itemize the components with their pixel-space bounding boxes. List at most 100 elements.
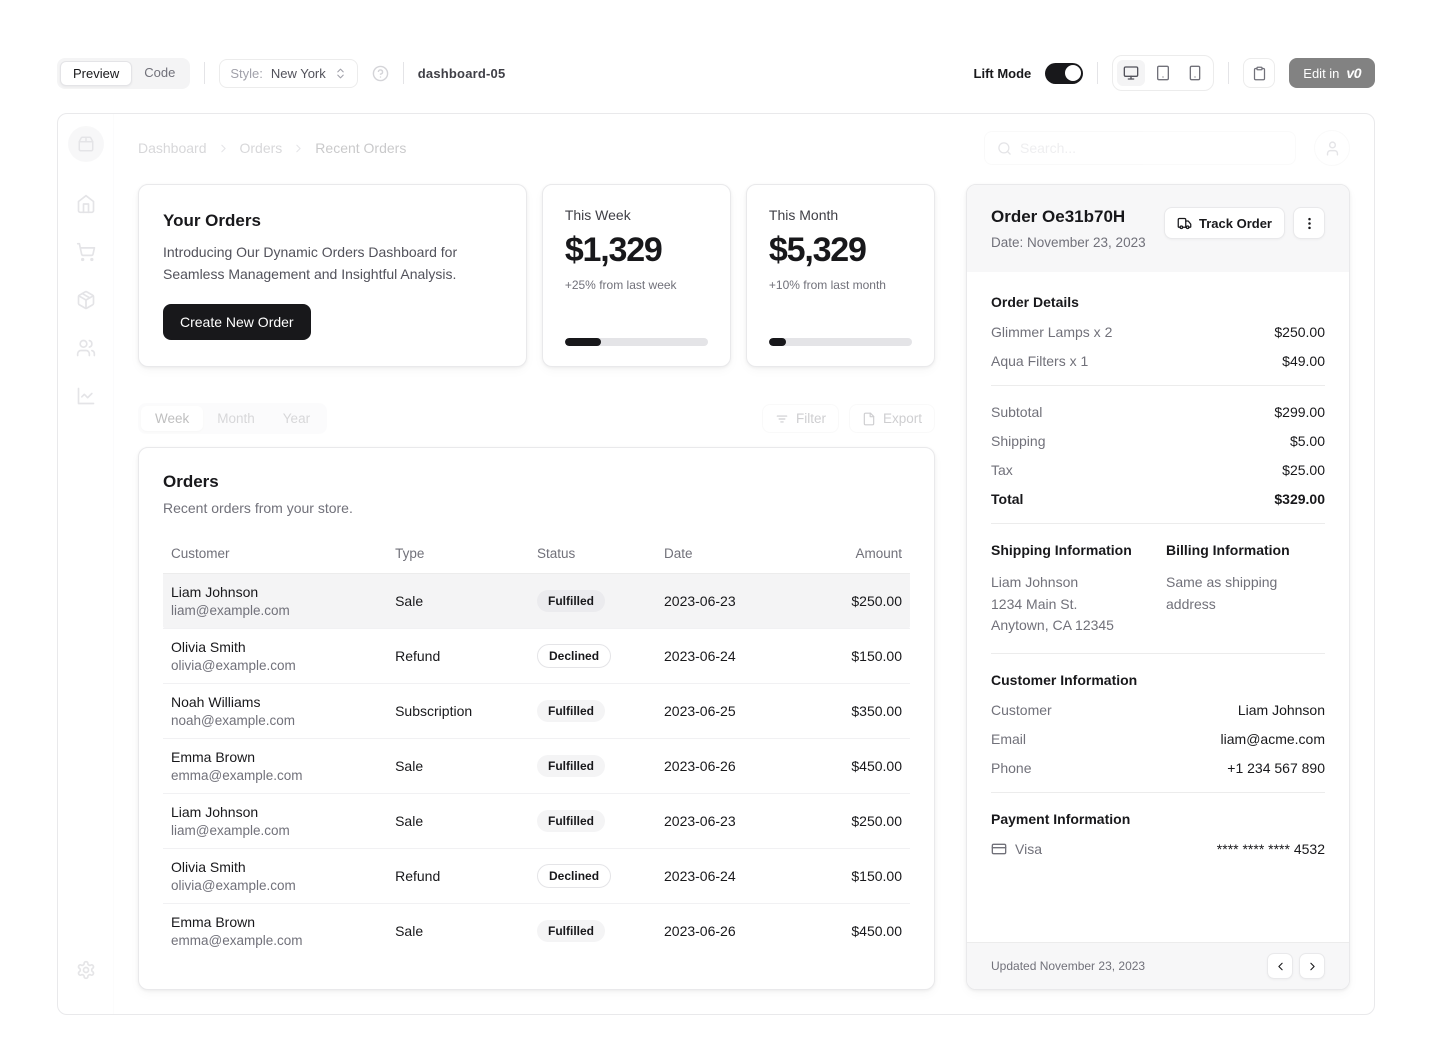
order-amount: $450.00 bbox=[797, 738, 910, 794]
preview-frame: Dashboard Orders Recent Orders bbox=[57, 113, 1375, 1015]
more-options-button[interactable] bbox=[1293, 207, 1325, 239]
order-panel-body: Order Details Glimmer Lamps x 2 $250.00 … bbox=[967, 272, 1349, 942]
email-row: Email liam@acme.com bbox=[991, 731, 1325, 747]
main-area: Dashboard Orders Recent Orders bbox=[114, 114, 1374, 1014]
shipping-info-heading: Shipping Information bbox=[991, 542, 1132, 558]
order-details-heading: Order Details bbox=[991, 294, 1079, 310]
order-line-item: Glimmer Lamps x 2 $250.00 bbox=[991, 324, 1325, 340]
table-row[interactable]: Emma Brown emma@example.com Sale Fulfill… bbox=[163, 903, 910, 958]
order-type: Sale bbox=[387, 573, 530, 629]
tab-preview[interactable]: Preview bbox=[60, 60, 133, 86]
order-date-label: Date: November 23, 2023 bbox=[991, 235, 1146, 250]
order-date: 2023-06-25 bbox=[656, 683, 798, 739]
phone-icon[interactable] bbox=[1181, 60, 1209, 86]
lift-mode-toggle[interactable] bbox=[1045, 62, 1084, 84]
subtotal-value: $299.00 bbox=[1274, 404, 1325, 420]
customer-email: liam@example.com bbox=[171, 822, 290, 838]
next-order-button[interactable] bbox=[1299, 953, 1325, 979]
status-badge: Declined bbox=[537, 863, 612, 888]
card-number: **** **** **** 4532 bbox=[1216, 841, 1325, 858]
table-row[interactable]: Emma Brown emma@example.com Sale Fulfill… bbox=[163, 738, 910, 794]
order-type: Sale bbox=[387, 738, 530, 794]
table-row[interactable]: Noah Williams noah@example.com Subscript… bbox=[163, 683, 910, 739]
billing-text: Same as shipping address bbox=[1166, 574, 1278, 612]
breadcrumb-dashboard[interactable]: Dashboard bbox=[138, 140, 207, 156]
sidebar-item-customers[interactable] bbox=[68, 330, 104, 366]
tab-code[interactable]: Code bbox=[144, 64, 176, 80]
search-input[interactable] bbox=[1020, 140, 1283, 156]
order-line-item: Aqua Filters x 1 $49.00 bbox=[991, 353, 1325, 369]
customer-name: Noah Williams bbox=[171, 693, 261, 710]
stat-label: This Month bbox=[768, 207, 839, 223]
sidebar-item-home[interactable] bbox=[68, 186, 104, 222]
tab-month[interactable]: Month bbox=[217, 411, 255, 427]
divider bbox=[991, 653, 1325, 655]
tablet-icon[interactable] bbox=[1149, 60, 1177, 86]
device-preview-group bbox=[1112, 55, 1215, 91]
col-amount: Amount bbox=[797, 537, 910, 574]
order-type: Sale bbox=[395, 922, 424, 939]
item-label: Aqua Filters x 1 bbox=[991, 353, 1089, 369]
sidebar-item-settings[interactable] bbox=[68, 952, 104, 988]
filter-button[interactable]: Filter bbox=[761, 404, 839, 434]
tab-year[interactable]: Year bbox=[282, 411, 311, 427]
app-logo-icon[interactable] bbox=[67, 126, 104, 162]
sidebar-item-products[interactable] bbox=[68, 282, 104, 318]
shipping-line: 1234 Main St. bbox=[991, 595, 1078, 612]
track-order-button[interactable]: Track Order bbox=[1164, 207, 1285, 239]
create-new-order-button[interactable]: Create New Order bbox=[163, 303, 311, 340]
customer-name: Liam Johnson bbox=[171, 803, 259, 820]
status-badge: Fulfilled bbox=[537, 919, 606, 942]
subtotal-row: Subtotal $299.00 bbox=[991, 404, 1325, 420]
copy-code-button[interactable] bbox=[1243, 58, 1276, 88]
divider bbox=[204, 62, 206, 84]
progress-bar bbox=[564, 337, 708, 346]
order-details-panel: Order Oe31b70H Date: November 23, 2023 T… bbox=[966, 184, 1350, 990]
help-icon[interactable] bbox=[372, 65, 389, 82]
truck-icon bbox=[1177, 216, 1192, 231]
chevron-right-icon bbox=[292, 142, 305, 155]
customer-email: liam@example.com bbox=[171, 602, 290, 618]
sidebar-item-orders[interactable] bbox=[68, 234, 104, 270]
app-sidebar bbox=[58, 114, 114, 1014]
divider bbox=[991, 523, 1325, 524]
col-status: Status bbox=[529, 537, 656, 574]
divider bbox=[1228, 62, 1230, 84]
customer-name: Emma Brown bbox=[171, 913, 256, 930]
sidebar-item-analytics[interactable] bbox=[68, 378, 104, 414]
table-row[interactable]: Olivia Smith olivia@example.com Refund D… bbox=[163, 848, 910, 904]
breadcrumb: Dashboard Orders Recent Orders bbox=[138, 140, 406, 156]
this-month-card: This Month $5,329 +10% from last month bbox=[745, 184, 935, 367]
table-row[interactable]: Liam Johnson liam@example.com Sale Fulfi… bbox=[163, 573, 910, 629]
divider bbox=[1097, 62, 1099, 84]
edit-in-v0-button[interactable]: Edit in v0 bbox=[1289, 58, 1375, 88]
table-row[interactable]: Liam Johnson liam@example.com Sale Fulfi… bbox=[163, 793, 910, 849]
project-name: dashboard-05 bbox=[417, 65, 506, 81]
order-type: Subscription bbox=[387, 683, 530, 739]
avatar[interactable] bbox=[1314, 130, 1350, 166]
promo-title: Your Orders bbox=[163, 211, 261, 230]
stat-label: This Week bbox=[564, 207, 631, 223]
total-label: Total bbox=[991, 491, 1024, 507]
style-select[interactable]: Style: New York bbox=[219, 58, 358, 88]
customer-value: Liam Johnson bbox=[1237, 702, 1325, 719]
stat-delta: +25% from last week bbox=[564, 278, 677, 292]
previous-order-button[interactable] bbox=[1267, 953, 1293, 979]
order-date: 2023-06-24 bbox=[656, 848, 798, 904]
status-badge: Fulfilled bbox=[537, 809, 606, 832]
col-date: Date bbox=[656, 537, 798, 574]
table-row[interactable]: Olivia Smith olivia@example.com Refund D… bbox=[163, 628, 910, 684]
total-row: Total $329.00 bbox=[991, 491, 1325, 507]
shipping-label: Shipping bbox=[991, 433, 1046, 449]
breadcrumb-recent-orders: Recent Orders bbox=[315, 140, 407, 156]
desktop-icon[interactable] bbox=[1117, 60, 1146, 86]
email-label: Email bbox=[991, 731, 1027, 748]
export-button[interactable]: Export bbox=[848, 404, 935, 434]
breadcrumb-orders[interactable]: Orders bbox=[239, 140, 283, 156]
list-controls: Week Month Year Filter bbox=[138, 403, 935, 435]
customer-row: Customer Liam Johnson bbox=[991, 702, 1325, 718]
v0-logo: v0 bbox=[1346, 65, 1361, 81]
track-order-label: Track Order bbox=[1199, 215, 1272, 231]
this-week-card: This Week $1,329 +25% from last week bbox=[541, 184, 731, 367]
tab-week[interactable]: Week bbox=[141, 406, 204, 432]
